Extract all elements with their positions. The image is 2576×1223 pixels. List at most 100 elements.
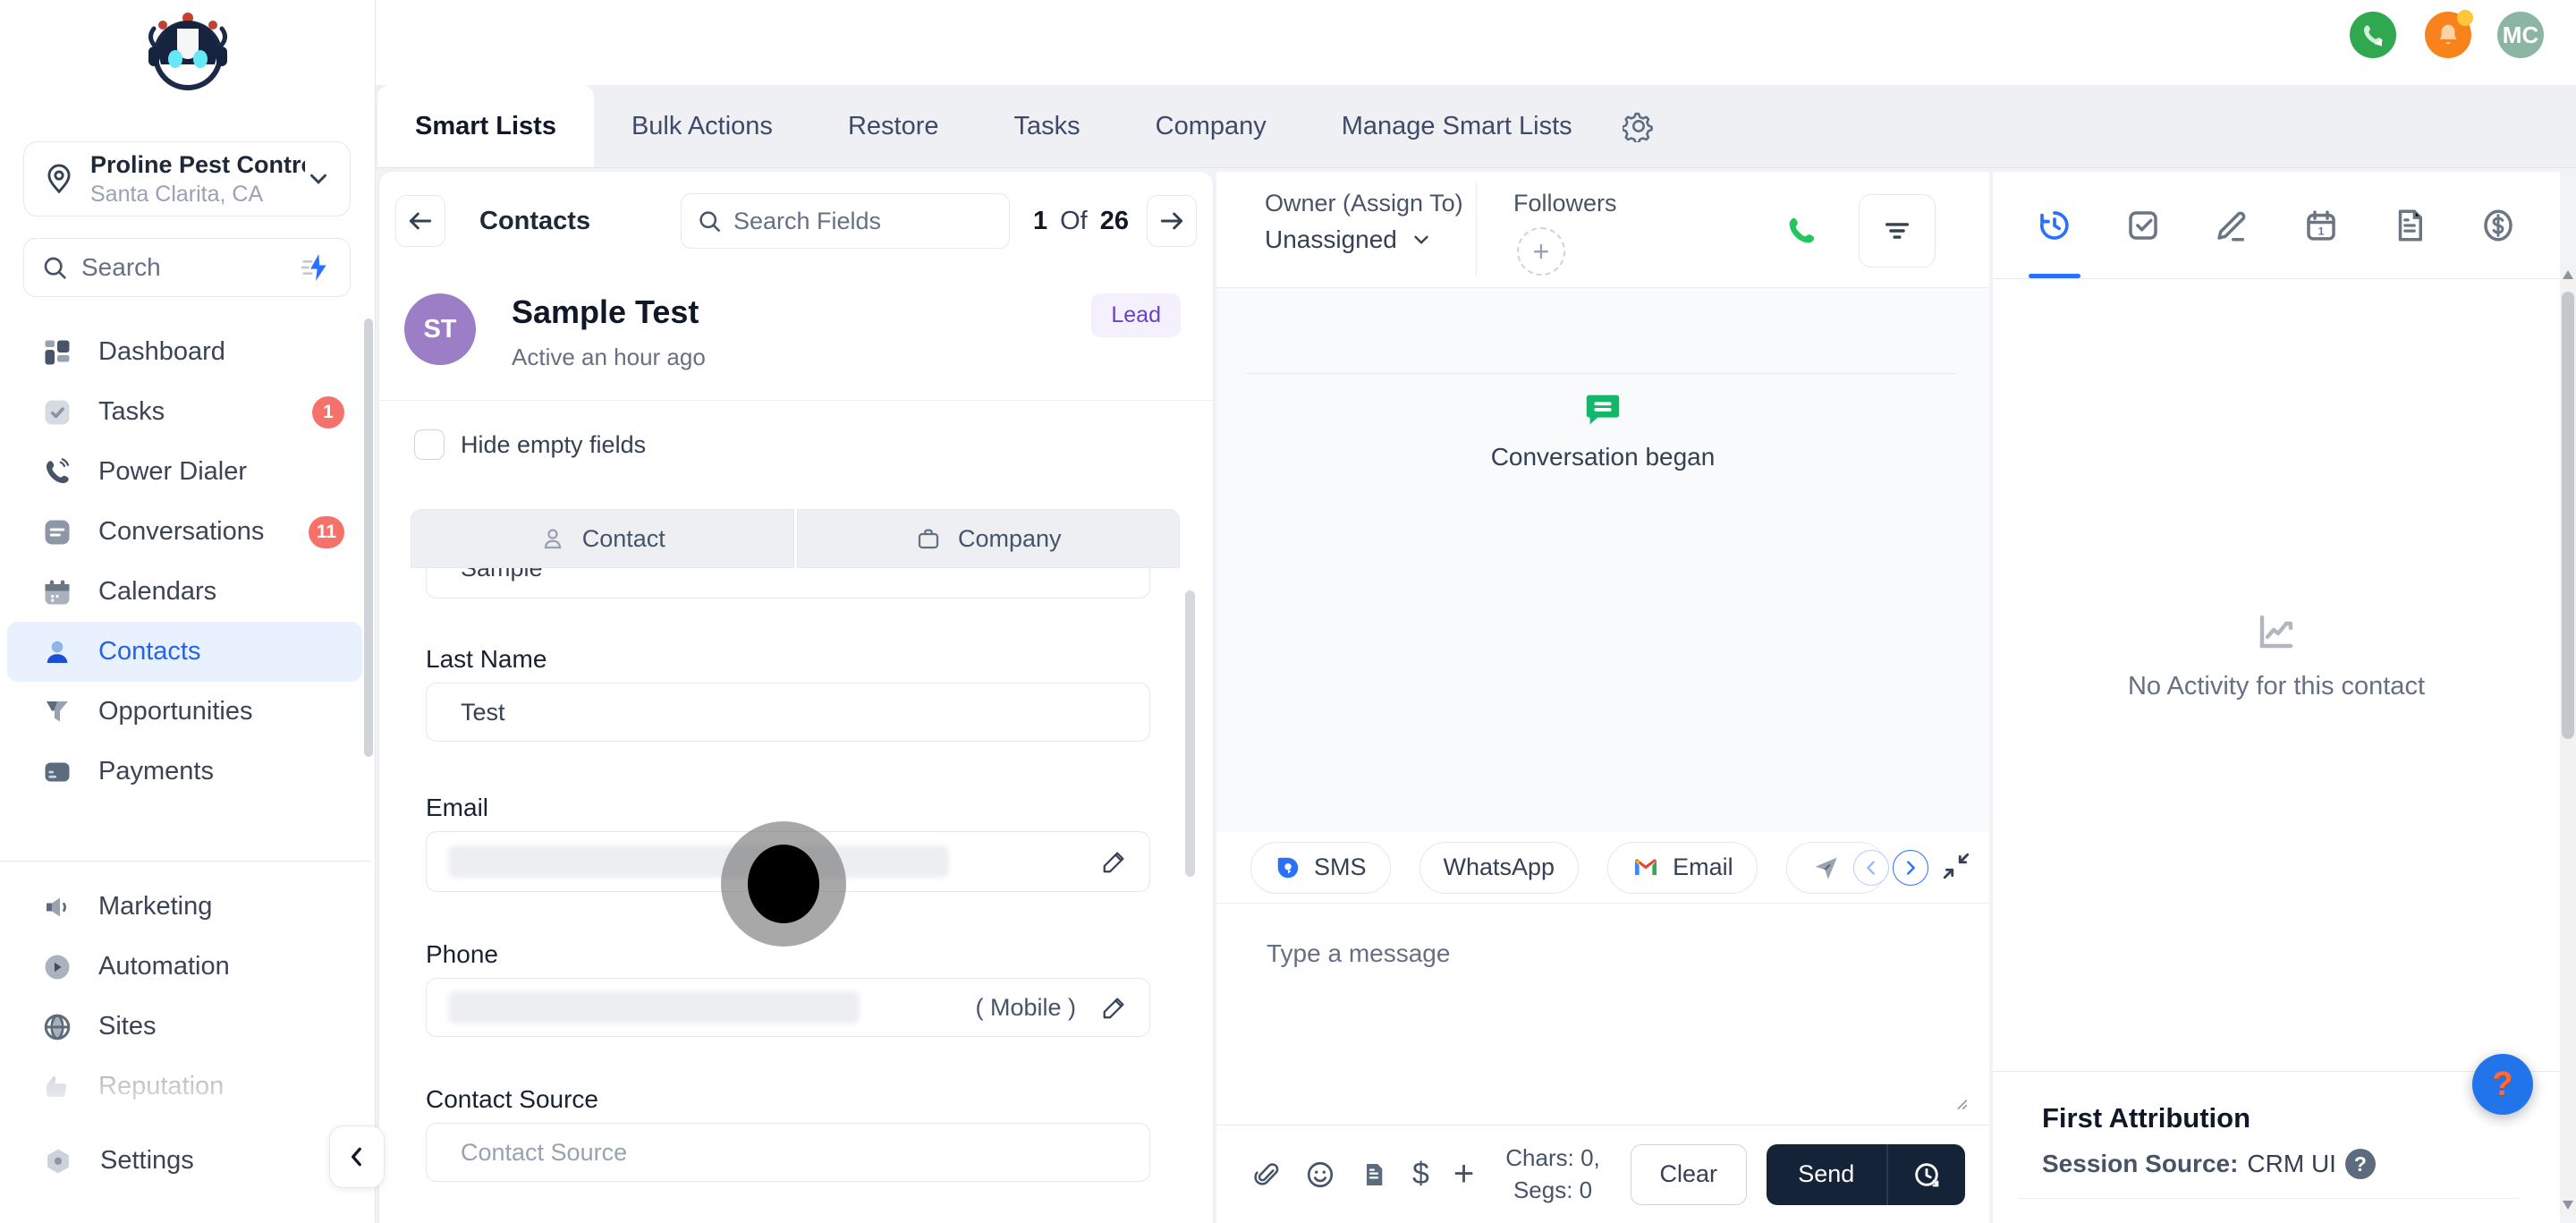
tab-tasks[interactable]: Tasks <box>976 85 1117 167</box>
hide-empty-fields-checkbox[interactable] <box>414 429 445 460</box>
help-button[interactable]: ? <box>2472 1054 2533 1115</box>
contact-avatar[interactable]: ST <box>404 293 476 365</box>
email-redacted-value <box>448 845 949 878</box>
sidebar-item-opportunities[interactable]: Opportunities <box>7 682 362 742</box>
channel-whatsapp[interactable]: WhatsApp <box>1419 841 1580 894</box>
arrow-right-icon <box>1160 212 1183 230</box>
search-fields-input[interactable] <box>733 207 995 235</box>
tab-label: Bulk Actions <box>631 111 773 140</box>
pencil-icon <box>1103 998 1124 1019</box>
user-avatar[interactable]: MC <box>2497 12 2544 58</box>
tab-smart-lists[interactable]: Smart Lists <box>377 85 594 167</box>
sidebar-item-dashboard[interactable]: Dashboard <box>7 322 362 382</box>
app-logo <box>0 9 376 95</box>
edit-email-button[interactable] <box>1101 848 1128 875</box>
message-input[interactable] <box>1267 939 1928 1091</box>
tab-documents-panel[interactable] <box>2382 172 2437 278</box>
resize-handle[interactable] <box>1950 1092 1970 1112</box>
call-contact-button[interactable] <box>1784 213 1819 253</box>
hide-empty-fields-toggle[interactable]: Hide empty fields <box>414 429 646 460</box>
tab-company[interactable]: Company <box>1118 85 1304 167</box>
tab-appointments-panel[interactable]: 1 <box>2293 172 2349 278</box>
tab-payments-panel[interactable] <box>2470 172 2526 278</box>
tab-label: Manage Smart Lists <box>1341 111 1572 140</box>
smart-lists-settings-button[interactable] <box>1610 85 1667 167</box>
tab-company[interactable]: Company <box>796 509 1180 568</box>
help-tooltip-icon[interactable]: ? <box>2344 1149 2376 1179</box>
quick-actions-bolt-icon[interactable] <box>298 250 334 285</box>
contact-status-badge[interactable]: Lead <box>1091 293 1181 337</box>
sidebar-item-contacts[interactable]: Contacts <box>7 622 362 682</box>
clear-button[interactable]: Clear <box>1630 1143 1747 1205</box>
collapse-composer-button[interactable] <box>1941 851 1971 886</box>
channel-sms[interactable]: SMS <box>1250 841 1391 894</box>
add-element-button[interactable]: + <box>1453 1154 1474 1194</box>
conversations-icon <box>45 520 70 544</box>
sidebar-item-calendars[interactable]: Calendars <box>7 562 362 622</box>
send-button[interactable]: Send <box>1798 1160 1855 1187</box>
fields-scrollbar[interactable] <box>1185 590 1195 877</box>
email-field[interactable] <box>426 831 1150 892</box>
attribution-bottom-divider <box>2018 1198 2521 1199</box>
sidebar-item-settings[interactable]: Settings <box>7 1129 362 1192</box>
tab-bulk-actions[interactable]: Bulk Actions <box>594 85 810 167</box>
sidebar-nav-secondary: Marketing Automation Sites Reputation <box>7 877 362 1117</box>
sidebar-scrollbar[interactable] <box>364 318 373 757</box>
sidebar-collapse-button[interactable] <box>329 1125 385 1188</box>
sidebar-item-marketing[interactable]: Marketing <box>7 877 362 937</box>
sidebar-item-sites[interactable]: Sites <box>7 997 362 1057</box>
dialer-status-button[interactable] <box>2350 12 2396 58</box>
dollar-circle-icon <box>2484 209 2512 241</box>
notifications-button[interactable] <box>2425 10 2473 58</box>
sidebar-item-payments[interactable]: Payments <box>7 742 362 802</box>
activity-panel: 1 No Activity for this contact First Att… <box>1993 172 2560 1223</box>
page-scrollbar[interactable] <box>2560 265 2576 1215</box>
edit-phone-button[interactable] <box>1101 994 1128 1021</box>
sidebar-nav-primary: Dashboard Tasks 1 Power Dialer Conversat… <box>7 322 362 802</box>
phone-field[interactable]: ( Mobile ) <box>426 978 1150 1037</box>
tab-activity-history[interactable] <box>2027 172 2082 278</box>
tab-notes-panel[interactable] <box>2204 172 2259 278</box>
scrollbar-up-arrow[interactable] <box>2563 270 2573 279</box>
conversation-divider <box>1246 373 1957 374</box>
phone-icon <box>1789 217 1815 243</box>
templates-button[interactable] <box>1360 1160 1388 1189</box>
sidebar-item-tasks[interactable]: Tasks 1 <box>7 382 362 442</box>
scrollbar-thumb[interactable] <box>2562 292 2574 739</box>
owner-select[interactable]: Unassigned <box>1265 225 1433 254</box>
scrollbar-down-arrow[interactable] <box>2563 1201 2573 1210</box>
search-icon <box>44 257 66 279</box>
schedule-send-button[interactable] <box>1888 1159 1965 1190</box>
contact-source-label: Contact Source <box>426 1085 598 1113</box>
conversation-filter-button[interactable] <box>1859 194 1936 268</box>
location-switcher[interactable]: Proline Pest Control Santa Clarita, CA <box>23 141 351 217</box>
next-contact-button[interactable] <box>1147 195 1197 247</box>
channel-email[interactable]: Email <box>1607 841 1758 894</box>
tab-company-label: Company <box>957 524 1062 552</box>
sidebar-item-conversations[interactable]: Conversations 11 <box>7 502 362 562</box>
add-follower-button[interactable]: + <box>1517 227 1565 276</box>
tab-manage-smart-lists[interactable]: Manage Smart Lists <box>1304 85 1610 167</box>
attach-file-button[interactable] <box>1252 1160 1281 1189</box>
contact-name: Sample Test <box>512 293 699 330</box>
owner-value: Unassigned <box>1265 225 1397 253</box>
channels-prev-button[interactable] <box>1853 850 1889 886</box>
tab-contact[interactable]: Contact <box>411 509 794 568</box>
first-name-input[interactable] <box>426 568 1150 599</box>
attribution-divider <box>1993 1071 2560 1072</box>
channels-next-button[interactable] <box>1893 850 1928 886</box>
last-name-input[interactable] <box>426 683 1150 742</box>
header-divider <box>1476 183 1477 276</box>
sidebar-item-reputation[interactable]: Reputation <box>7 1057 362 1117</box>
request-payment-button[interactable]: $ <box>1412 1157 1429 1192</box>
sidebar-item-automation[interactable]: Automation <box>7 937 362 997</box>
sidebar-search-input[interactable] <box>81 253 298 282</box>
activity-tabs: 1 <box>1993 172 2560 279</box>
tab-tasks-panel[interactable] <box>2115 172 2171 278</box>
plus-icon: + <box>1453 1154 1475 1193</box>
emoji-button[interactable] <box>1305 1159 1335 1190</box>
sidebar-item-power-dialer[interactable]: Power Dialer <box>7 442 362 502</box>
tab-restore[interactable]: Restore <box>810 85 977 167</box>
contact-source-input[interactable] <box>426 1123 1150 1182</box>
back-button[interactable] <box>395 195 445 247</box>
